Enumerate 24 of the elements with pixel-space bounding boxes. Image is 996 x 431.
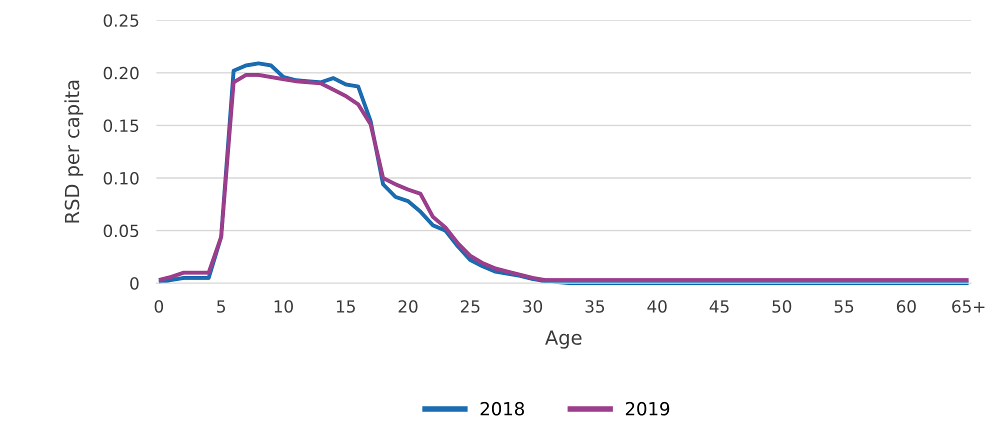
x-tick-label: 45 [710,300,729,313]
y-tick-label: 0 [130,277,139,290]
x-tick-label: 60 [896,300,916,313]
y-tick-label: 0.25 [104,14,138,27]
x-tick-label: 35 [586,300,604,313]
y-axis-title: RSD per capita [64,80,84,222]
x-tick-label: 55 [834,300,854,313]
x-tick-label: 15 [336,300,355,313]
x-tick-label: 65+ [952,300,984,313]
x-tick-label: 0 [154,300,164,313]
x-tick-label: 30 [523,300,542,313]
x-tick-label: 25 [460,300,480,313]
x-tick-label: 50 [772,300,792,313]
x-tick-label: 20 [398,300,418,313]
x-tick-label: 5 [217,300,225,313]
y-tick-label: 0.05 [104,224,138,238]
x-tick-label: 40 [647,300,667,313]
x-tick-label: 10 [274,300,293,313]
y-tick-label: 0.10 [104,172,139,185]
y-tick-label: 0.20 [104,66,139,80]
legend-label: 2019 [626,402,670,416]
x-axis-title: Age [545,330,582,349]
y-tick-label: 0.15 [104,119,138,132]
legend-label: 2018 [480,402,524,416]
